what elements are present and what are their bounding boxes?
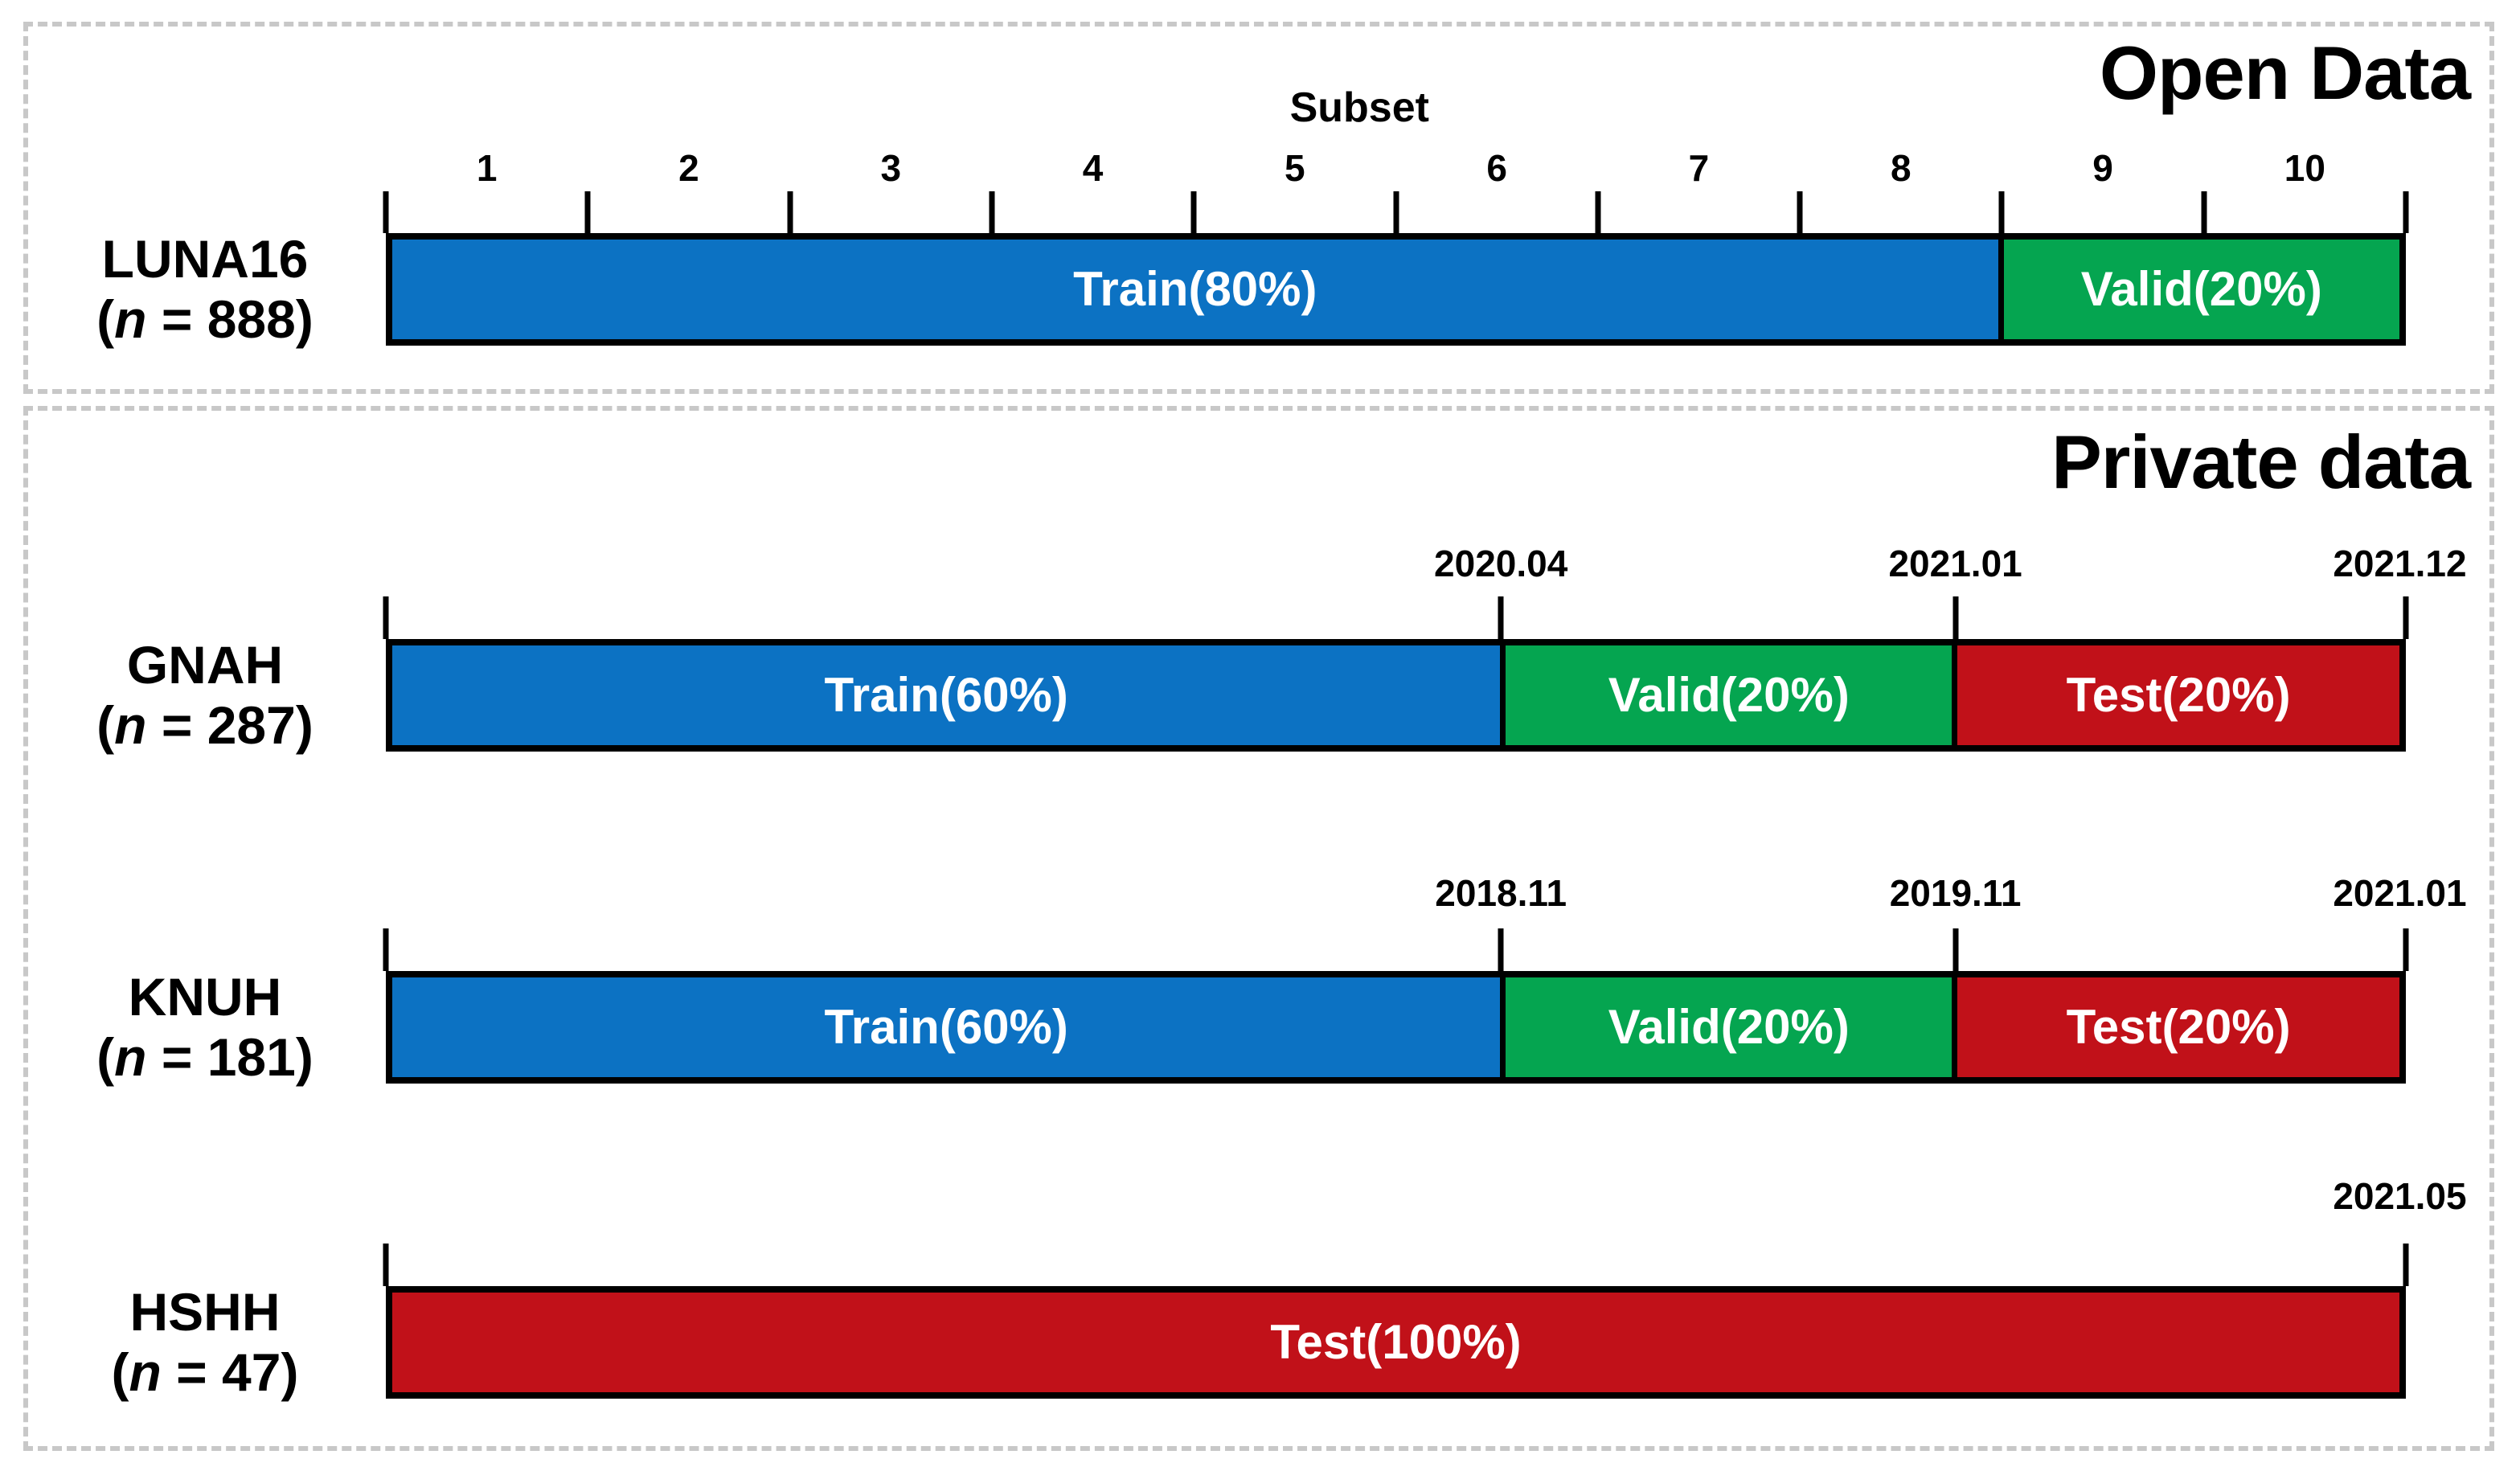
- date-label: 2021.05: [2333, 1175, 2467, 1217]
- dataset-n: (n = 47): [111, 1342, 299, 1402]
- subset-tick-label-2: 2: [678, 147, 699, 189]
- tick-mark: [383, 928, 389, 971]
- gnah-date-labels: 2020.04 2021.01 2021.12: [386, 543, 2467, 584]
- subset-tick-label-8: 8: [1890, 147, 1912, 189]
- tick-mark: [383, 1244, 389, 1286]
- tick-mark: [1393, 191, 1399, 233]
- segment-label: Valid(20%): [2080, 262, 2322, 316]
- tick-mark: [1952, 596, 1959, 639]
- open-data-section-title: Open Data: [2099, 31, 2471, 115]
- subset-tick-label-4: 4: [1082, 147, 1104, 189]
- date-label: 2020.04: [1434, 543, 1568, 584]
- gnah-ticks: [383, 596, 2409, 639]
- private-data-section-box: [23, 406, 2494, 1451]
- segment-train: Train(60%): [392, 977, 1501, 1077]
- luna16-bar: Train(80%) Valid(20%): [386, 233, 2406, 346]
- segment-valid: Valid(20%): [1998, 240, 2399, 339]
- subset-tick-label-6: 6: [1486, 147, 1507, 189]
- luna16-ticks: [383, 191, 2409, 233]
- date-label: 2021.12: [2333, 543, 2467, 584]
- subset-axis-title: Subset: [1289, 84, 1429, 131]
- subset-tick-label-10: 10: [2284, 147, 2325, 189]
- tick-mark: [787, 191, 793, 233]
- tick-mark: [1498, 596, 1504, 639]
- dataset-label-luna16: LUNA16 (n = 888): [32, 229, 378, 349]
- dataset-label-knuh: KNUH (n = 181): [32, 967, 378, 1087]
- date-label: 2021.01: [1888, 543, 2022, 584]
- tick-mark: [1498, 928, 1504, 971]
- tick-mark: [1952, 928, 1959, 971]
- tick-mark: [1998, 191, 2005, 233]
- segment-label: Train(80%): [1073, 262, 1317, 316]
- tick-mark: [2403, 1244, 2409, 1286]
- segment-valid: Valid(20%): [1500, 645, 1952, 745]
- dataset-name: HSHH: [129, 1281, 281, 1342]
- subset-tick-label-1: 1: [476, 147, 498, 189]
- segment-train: Train(80%): [392, 240, 1998, 339]
- hshh-bar: Test(100%): [386, 1286, 2406, 1399]
- open-data-section-box: [23, 22, 2494, 394]
- tick-mark: [383, 191, 389, 233]
- dataset-n: (n = 287): [96, 695, 313, 755]
- knuh-bar: Train(60%) Valid(20%) Test(20%): [386, 971, 2406, 1084]
- dataset-name: GNAH: [126, 634, 284, 695]
- tick-mark: [383, 596, 389, 639]
- dataset-n: (n = 888): [96, 289, 313, 349]
- dataset-name: LUNA16: [101, 228, 309, 289]
- segment-test: Test(100%): [392, 1293, 2399, 1392]
- dataset-n: (n = 181): [96, 1027, 313, 1087]
- tick-mark: [1595, 191, 1601, 233]
- date-label: 2018.11: [1435, 872, 1567, 914]
- subset-axis-title-row: Subset: [386, 87, 2406, 129]
- private-data-section-title: Private data: [2051, 420, 2471, 504]
- segment-test: Test(20%): [1952, 977, 2399, 1077]
- gnah-bar: Train(60%) Valid(20%) Test(20%): [386, 639, 2406, 752]
- tick-mark: [2201, 191, 2207, 233]
- tick-mark: [2403, 928, 2409, 971]
- segment-label: Train(60%): [824, 1000, 1068, 1054]
- date-label: 2021.01: [2333, 872, 2467, 914]
- subset-tick-label-7: 7: [1688, 147, 1710, 189]
- segment-label: Valid(20%): [1608, 1000, 1850, 1054]
- subset-tick-label-5: 5: [1285, 147, 1305, 189]
- segment-label: Valid(20%): [1608, 668, 1850, 722]
- dataset-label-hshh: HSHH (n = 47): [32, 1282, 378, 1402]
- segment-label: Test(100%): [1270, 1315, 1522, 1369]
- segment-valid: Valid(20%): [1500, 977, 1952, 1077]
- segment-train: Train(60%): [392, 645, 1501, 745]
- tick-mark: [2403, 596, 2409, 639]
- hshh-ticks: [383, 1244, 2409, 1286]
- subset-tick-label-9: 9: [2092, 147, 2113, 189]
- tick-mark: [1190, 191, 1197, 233]
- tick-mark: [1797, 191, 1803, 233]
- segment-label: Test(20%): [2066, 1000, 2291, 1054]
- segment-label: Train(60%): [824, 668, 1068, 722]
- tick-mark: [2403, 191, 2409, 233]
- dataset-name: KNUH: [128, 966, 282, 1026]
- segment-label: Test(20%): [2066, 668, 2291, 722]
- dataset-label-gnah: GNAH (n = 287): [32, 635, 378, 755]
- hshh-date-labels: 2021.05: [386, 1178, 2466, 1215]
- tick-mark: [989, 191, 995, 233]
- segment-test: Test(20%): [1952, 645, 2399, 745]
- knuh-date-labels: 2018.11 2019.11 2021.01: [386, 872, 2466, 914]
- subset-tick-labels: 1 2 3 4 5 6 7 8 9 10: [386, 150, 2406, 186]
- tick-mark: [584, 191, 591, 233]
- knuh-ticks: [383, 928, 2409, 971]
- date-label: 2019.11: [1889, 872, 2022, 914]
- subset-tick-label-3: 3: [880, 147, 902, 189]
